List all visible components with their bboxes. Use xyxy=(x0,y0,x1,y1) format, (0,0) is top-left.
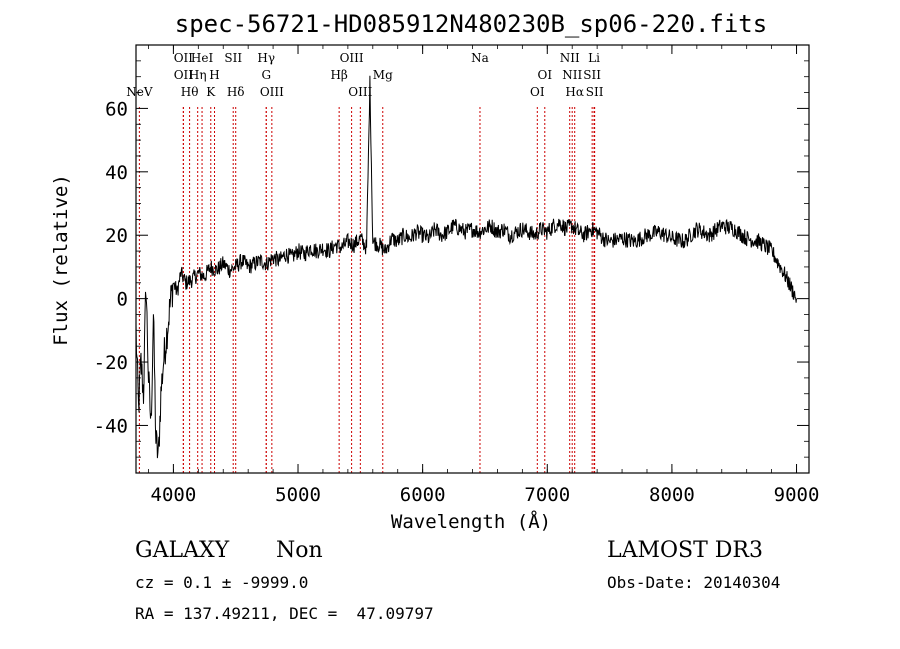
chart-title: spec-56721-HD085912N480230B_sp06-220.fit… xyxy=(175,10,767,38)
line-marker-label: Hδ xyxy=(227,85,245,99)
spectrum-figure: NeV OII OII Hθ Hη HeI K H SII Hδ Hγ G OIII Hβ OIII OIII… xyxy=(0,0,900,649)
line-marker-label: Hβ xyxy=(330,68,347,82)
x-tick-label: 6000 xyxy=(400,484,446,506)
line-marker-label: HeI xyxy=(191,51,214,65)
line-marker-label: Hα xyxy=(565,85,584,99)
y-tick-label: 0 xyxy=(117,289,128,311)
line-marker-label: SII xyxy=(224,51,242,65)
x-tick-label: 8000 xyxy=(649,484,695,506)
line-marker-label: SII xyxy=(586,85,604,99)
line-marker-label: NII xyxy=(562,68,582,82)
x-tick-label: 5000 xyxy=(275,484,321,506)
line-marker-label: H xyxy=(209,68,219,82)
line-marker-label: Li xyxy=(588,51,600,65)
x-tick-label: 7000 xyxy=(524,484,570,506)
line-marker-label: G xyxy=(261,68,271,82)
y-tick-label: 20 xyxy=(105,225,128,247)
line-marker-label: Hγ xyxy=(257,51,275,65)
line-marker-label: Hθ xyxy=(181,85,199,99)
y-tick-label: 40 xyxy=(105,162,128,184)
line-marker-label: NII xyxy=(560,51,580,65)
line-marker-label: OI xyxy=(530,85,545,99)
line-marker-label: OIII xyxy=(340,51,364,65)
plot-frame xyxy=(136,45,809,473)
survey-name: LAMOST DR3 xyxy=(607,538,763,563)
line-marker-label: Hη xyxy=(189,68,207,82)
line-marker-label: OI xyxy=(537,68,552,82)
coordinates-readout: RA = 137.49211, DEC = 47.09797 xyxy=(135,604,434,623)
y-tick-label: 60 xyxy=(105,98,128,120)
object-subclass: Non xyxy=(276,538,323,563)
spectrum-series xyxy=(136,76,797,458)
emission-line-markers: NeVOIIOIIHθHηHeIKHSIIHδHγGOIIIHβOIIIOIII… xyxy=(126,51,604,473)
line-marker-label: OIII xyxy=(260,85,284,99)
y-tick-label: -40 xyxy=(94,415,128,437)
redshift-readout: cz = 0.1 ± -9999.0 xyxy=(135,573,308,592)
line-marker-label: OIII xyxy=(348,85,372,99)
observation-date: Obs-Date: 20140304 xyxy=(607,573,780,592)
y-tick-label: -20 xyxy=(94,352,128,374)
line-marker-label: Na xyxy=(471,51,489,65)
object-class: GALAXY xyxy=(135,538,229,563)
spectrum-line xyxy=(136,76,797,458)
line-marker-label: K xyxy=(206,85,216,99)
line-marker-label: SII xyxy=(583,68,601,82)
spectrum-chart: NeVOIIOIIHθHηHeIKHSIIHδHγGOIIIHβOIIIOIII… xyxy=(0,0,900,560)
x-axis-label: Wavelength (Å) xyxy=(391,510,551,533)
line-marker-label: NeV xyxy=(126,85,153,99)
line-marker-label: Mg xyxy=(373,68,393,82)
y-axis-label: Flux (relative) xyxy=(50,174,72,346)
x-tick-label: 4000 xyxy=(151,484,197,506)
x-tick-label: 9000 xyxy=(774,484,820,506)
